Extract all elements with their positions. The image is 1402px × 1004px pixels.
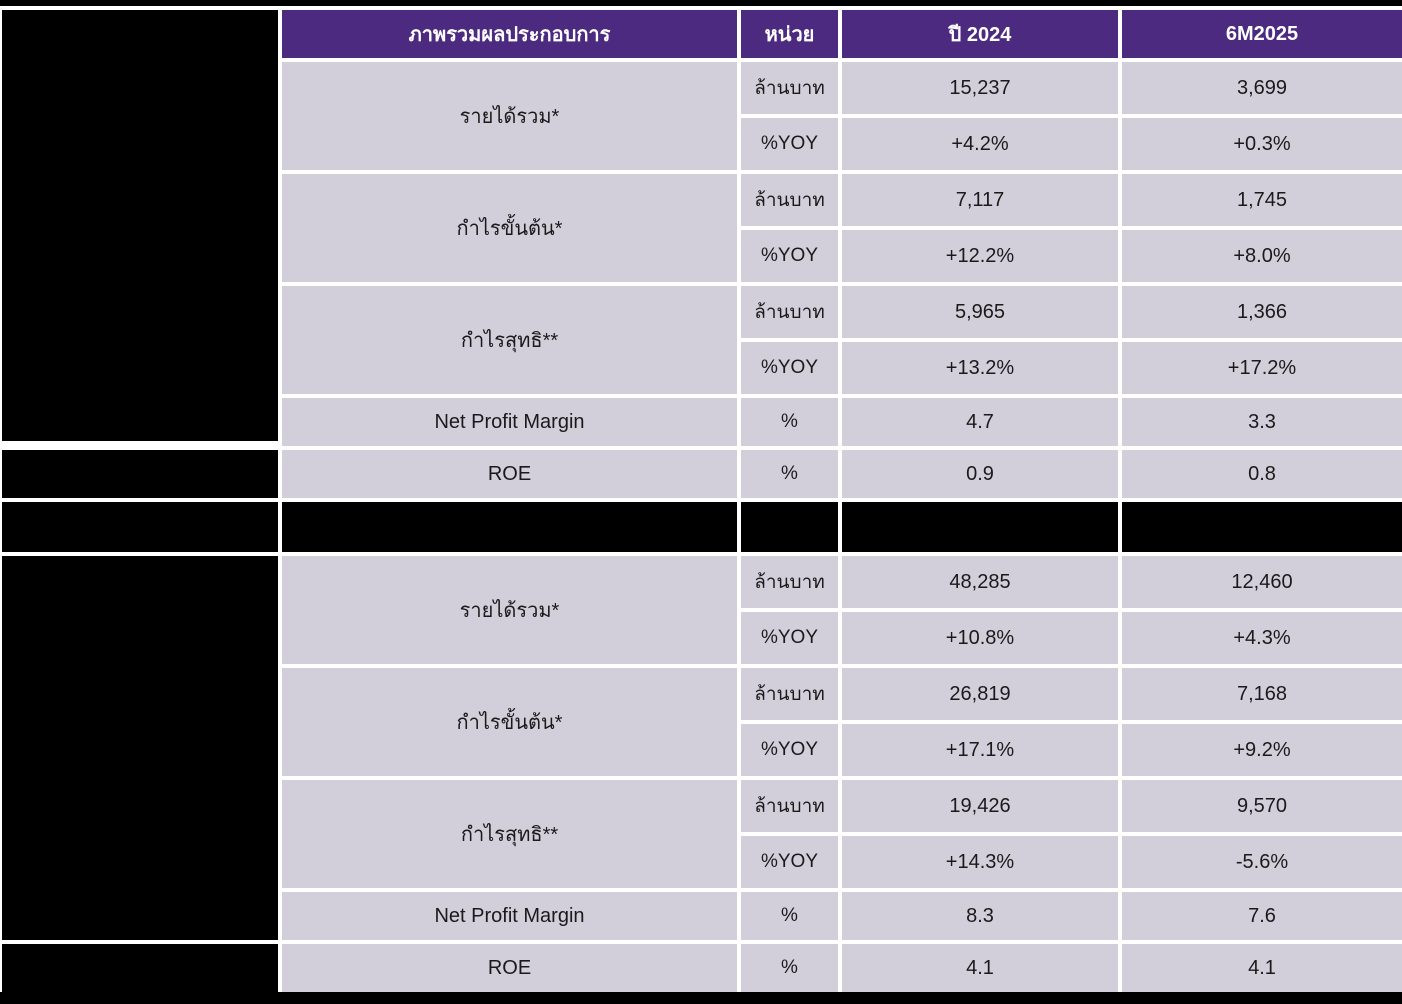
- s2-npm-label: Net Profit Margin: [282, 892, 737, 940]
- left-redacted-block-band: [2, 502, 278, 552]
- s1-metric-label-revenue: รายได้รวม*: [282, 62, 737, 170]
- s1-gross-unit-yoy: %YOY: [741, 230, 838, 282]
- s2-gross-yoy-2024: +17.1%: [842, 724, 1118, 776]
- s2-header-redacted-metric: [282, 502, 737, 552]
- s2-gross-unit-mb: ล้านบาท: [741, 668, 838, 720]
- s2-header-redacted-2024: [842, 502, 1118, 552]
- s2-npm-unit: %: [741, 892, 838, 940]
- top-redacted-bar: [0, 0, 1402, 6]
- s1-npm-2024: 4.7: [842, 398, 1118, 446]
- s2-roe-unit: %: [741, 944, 838, 992]
- s2-npm-6m2025: 7.6: [1122, 892, 1402, 940]
- s1-net-2024: 5,965: [842, 286, 1118, 338]
- left-redacted-block-roe1: [2, 450, 278, 498]
- s2-metric-label-net-profit: กำไรสุทธิ**: [282, 780, 737, 888]
- s2-metric-label-gross-profit: กำไรขั้นต้น*: [282, 668, 737, 776]
- bottom-redacted-bar: [0, 992, 1402, 1004]
- s2-net-6m2025: 9,570: [1122, 780, 1402, 832]
- s1-gross-yoy-2024: +12.2%: [842, 230, 1118, 282]
- s2-gross-unit-yoy: %YOY: [741, 724, 838, 776]
- s1-npm-6m2025: 3.3: [1122, 398, 1402, 446]
- s1-revenue-yoy-6m2025: +0.3%: [1122, 118, 1402, 170]
- performance-table: ภาพรวมผลประกอบการ หน่วย ปี 2024 6M2025 ร…: [282, 10, 1402, 992]
- s1-revenue-2024: 15,237: [842, 62, 1118, 114]
- s2-metric-label-revenue: รายได้รวม*: [282, 556, 737, 664]
- left-redacted-block-roe2: [2, 944, 278, 992]
- s2-gross-yoy-6m2025: +9.2%: [1122, 724, 1402, 776]
- s1-npm-unit: %: [741, 398, 838, 446]
- header-year-2024: ปี 2024: [842, 10, 1118, 58]
- s2-roe-2024: 4.1: [842, 944, 1118, 992]
- left-redacted-block-section1: [2, 10, 278, 441]
- s1-net-6m2025: 1,366: [1122, 286, 1402, 338]
- s2-npm-2024: 8.3: [842, 892, 1118, 940]
- s1-gross-yoy-6m2025: +8.0%: [1122, 230, 1402, 282]
- s1-revenue-yoy-2024: +4.2%: [842, 118, 1118, 170]
- s2-revenue-unit-mb: ล้านบาท: [741, 556, 838, 608]
- s2-header-redacted-6m2025: [1122, 502, 1402, 552]
- s2-gross-2024: 26,819: [842, 668, 1118, 720]
- s2-net-2024: 19,426: [842, 780, 1118, 832]
- s2-roe-label: ROE: [282, 944, 737, 992]
- s2-revenue-yoy-6m2025: +4.3%: [1122, 612, 1402, 664]
- s1-net-yoy-2024: +13.2%: [842, 342, 1118, 394]
- s1-revenue-unit-mb: ล้านบาท: [741, 62, 838, 114]
- s2-roe-6m2025: 4.1: [1122, 944, 1402, 992]
- s2-revenue-6m2025: 12,460: [1122, 556, 1402, 608]
- s2-net-yoy-6m2025: -5.6%: [1122, 836, 1402, 888]
- s2-revenue-2024: 48,285: [842, 556, 1118, 608]
- left-redacted-block-section2: [2, 556, 278, 940]
- header-metric: ภาพรวมผลประกอบการ: [282, 10, 737, 58]
- s1-gross-2024: 7,117: [842, 174, 1118, 226]
- s2-revenue-unit-yoy: %YOY: [741, 612, 838, 664]
- header-6m2025: 6M2025: [1122, 10, 1402, 58]
- s2-gross-6m2025: 7,168: [1122, 668, 1402, 720]
- s2-net-unit-mb: ล้านบาท: [741, 780, 838, 832]
- s1-revenue-unit-yoy: %YOY: [741, 118, 838, 170]
- s1-net-unit-mb: ล้านบาท: [741, 286, 838, 338]
- s1-roe-6m2025: 0.8: [1122, 450, 1402, 498]
- s1-revenue-6m2025: 3,699: [1122, 62, 1402, 114]
- s1-roe-label: ROE: [282, 450, 737, 498]
- s2-net-unit-yoy: %YOY: [741, 836, 838, 888]
- s1-gross-6m2025: 1,745: [1122, 174, 1402, 226]
- s2-header-redacted-unit: [741, 502, 838, 552]
- s1-npm-label: Net Profit Margin: [282, 398, 737, 446]
- s1-net-yoy-6m2025: +17.2%: [1122, 342, 1402, 394]
- s1-gross-unit-mb: ล้านบาท: [741, 174, 838, 226]
- s1-metric-label-net-profit: กำไรสุทธิ**: [282, 286, 737, 394]
- s1-roe-2024: 0.9: [842, 450, 1118, 498]
- s2-net-yoy-2024: +14.3%: [842, 836, 1118, 888]
- header-unit: หน่วย: [741, 10, 838, 58]
- s1-roe-unit: %: [741, 450, 838, 498]
- s1-metric-label-gross-profit: กำไรขั้นต้น*: [282, 174, 737, 282]
- s1-net-unit-yoy: %YOY: [741, 342, 838, 394]
- s2-revenue-yoy-2024: +10.8%: [842, 612, 1118, 664]
